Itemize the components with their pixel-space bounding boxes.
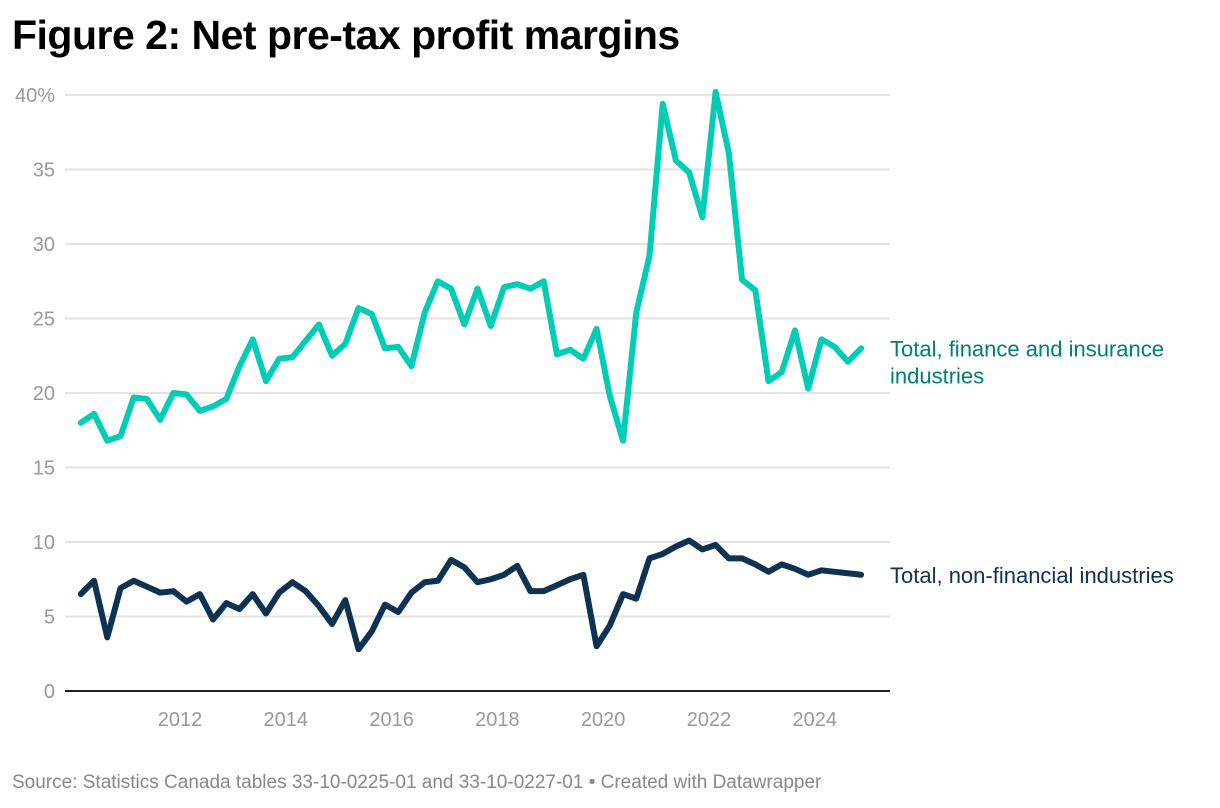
x-tick-label: 2020 xyxy=(581,709,626,731)
y-tick-label: 30 xyxy=(33,234,55,256)
series-line-non-financial xyxy=(77,537,865,653)
y-tick-label: 40% xyxy=(15,85,55,107)
chart-title: Figure 2: Net pre-tax profit margins xyxy=(12,12,680,58)
x-tick-label: 2018 xyxy=(475,709,520,731)
x-tick-label: 2016 xyxy=(369,709,414,731)
series-label: Total, finance and insurance industries xyxy=(890,336,1164,388)
y-tick-label: 5 xyxy=(44,607,55,629)
x-tick-label: 2014 xyxy=(264,709,309,731)
y-tick-label: 10 xyxy=(33,532,55,554)
y-tick-label: 15 xyxy=(33,458,55,480)
y-tick-label: 0 xyxy=(44,681,55,703)
x-tick-label: 2024 xyxy=(793,709,838,731)
x-tick-label: 2022 xyxy=(687,709,732,731)
x-tick-label: 2012 xyxy=(158,709,203,731)
series-line-finance xyxy=(77,89,865,444)
series-label: Total, non-financial industries xyxy=(890,563,1174,588)
source-note: Source: Statistics Canada tables 33-10-0… xyxy=(12,772,822,793)
y-tick-label: 35 xyxy=(33,160,55,182)
y-tick-label: 20 xyxy=(33,383,55,405)
y-tick-label: 25 xyxy=(33,309,55,331)
